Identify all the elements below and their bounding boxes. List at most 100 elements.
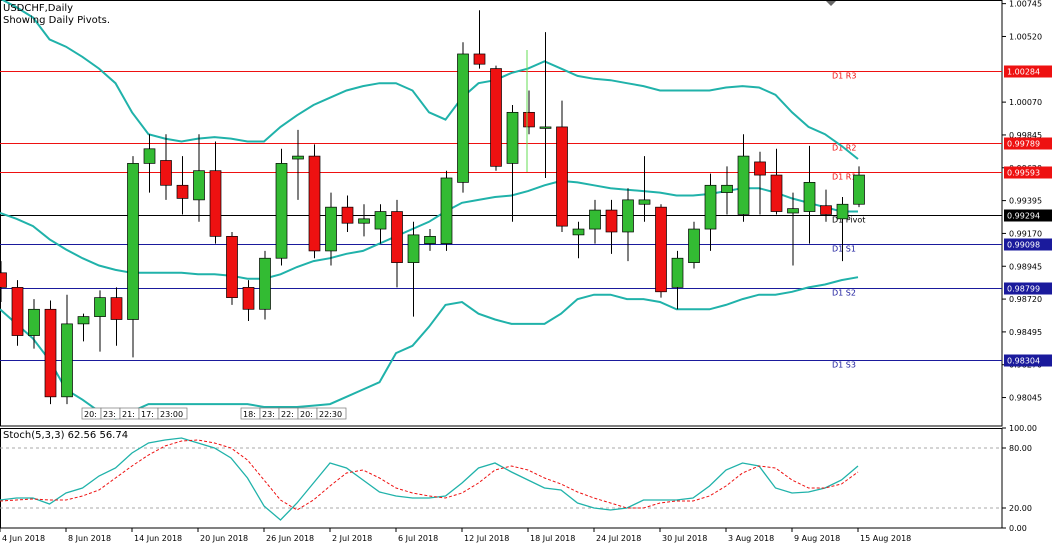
session-time-label: 20: xyxy=(84,410,97,419)
session-time-label-box xyxy=(157,407,188,420)
pivot-value-box xyxy=(1004,209,1052,222)
date-tick-label: 30 Jul 2018 xyxy=(662,534,707,543)
stoch-tick-label: 20.00 xyxy=(1009,504,1032,513)
candle-body xyxy=(127,163,139,320)
pivot-value-box xyxy=(1004,65,1052,78)
date-tick-label: 6 Jul 2018 xyxy=(398,534,438,543)
candle-body xyxy=(94,297,106,317)
pivot-line-label: D1 S1 xyxy=(832,245,856,254)
date-tick-label: 15 Aug 2018 xyxy=(860,534,911,543)
candle-body xyxy=(523,111,535,128)
candle-body xyxy=(374,211,387,230)
candle-body xyxy=(787,208,799,214)
candle-body xyxy=(721,184,733,193)
pivot-value-label: 0.98304 xyxy=(1007,357,1040,366)
candle-body xyxy=(11,287,24,336)
session-time-label: 17: xyxy=(141,410,154,419)
pivot-value-label: 1.00284 xyxy=(1007,68,1040,77)
session-time-label: 21: xyxy=(122,410,135,419)
date-tick-label: 20 Jun 2018 xyxy=(200,534,248,543)
symbol-timeframe-label: USDCHF,Daily xyxy=(3,3,74,14)
candle-body xyxy=(275,163,288,259)
session-time-label: 23: xyxy=(262,410,275,419)
candle-body xyxy=(292,155,304,160)
candle-body xyxy=(704,184,717,230)
candle-body xyxy=(77,316,90,325)
candle-body xyxy=(556,126,568,227)
candle-body xyxy=(242,287,255,310)
candle-body xyxy=(391,211,403,263)
date-tick-label: 12 Jul 2018 xyxy=(464,534,509,543)
pivot-value-label: 0.99593 xyxy=(1007,169,1040,178)
candle-body xyxy=(539,126,552,129)
price-tick-label: 1.00745 xyxy=(1009,0,1042,9)
candle-body xyxy=(308,155,321,252)
session-time-label: 22:30 xyxy=(319,410,342,419)
candle-body xyxy=(325,206,337,252)
candle-body xyxy=(754,161,766,176)
session-time-label: 23:00 xyxy=(160,410,183,419)
candle-body xyxy=(622,199,634,233)
candle-body xyxy=(61,323,73,398)
stoch-tick-label: 80.00 xyxy=(1009,444,1032,453)
stoch-signal-line xyxy=(0,439,859,511)
price-tick-label: 0.99395 xyxy=(1009,197,1042,206)
pivot-value-box xyxy=(1004,166,1052,179)
pivot-value-label: 0.99294 xyxy=(1007,212,1040,221)
upper-band-line xyxy=(0,0,859,160)
date-tick-label: 2 Jul 2018 xyxy=(332,534,372,543)
date-tick-label: 26 Jun 2018 xyxy=(266,534,314,543)
stochastic-label: Stoch(5,3,3) 62.56 56.74 xyxy=(3,430,129,441)
price-tick-label: 0.98045 xyxy=(1009,394,1042,403)
candle-body xyxy=(160,160,172,186)
candle-body xyxy=(407,234,420,263)
price-tick-label: 0.98720 xyxy=(1009,295,1042,304)
candle-body xyxy=(259,257,271,310)
session-time-label: 18: xyxy=(243,410,256,419)
pivot-value-label: 0.99789 xyxy=(1007,140,1040,149)
candle-body xyxy=(358,218,370,224)
session-time-label: 23: xyxy=(103,410,116,419)
candle-body xyxy=(209,170,222,237)
candle-body xyxy=(44,308,57,398)
pivot-line-label: D1 R3 xyxy=(832,72,856,81)
candle-body xyxy=(688,228,700,263)
date-tick-label: 3 Aug 2018 xyxy=(728,534,774,543)
pivot-line-label: D1 R1 xyxy=(832,173,856,182)
indicator-subtitle: Showing Daily Pivots. xyxy=(3,15,111,26)
candle-body xyxy=(110,297,123,320)
candle-body xyxy=(820,205,832,215)
stoch-main-line xyxy=(0,437,859,521)
candle-body xyxy=(737,155,750,215)
lower-band-line xyxy=(0,276,859,420)
date-tick-label: 9 Aug 2018 xyxy=(794,534,840,543)
candle-body xyxy=(572,228,585,236)
candle-body xyxy=(853,174,865,205)
pivot-value-label: 0.99098 xyxy=(1007,241,1040,250)
candle-body xyxy=(589,209,601,230)
date-tick-label: 8 Jun 2018 xyxy=(68,534,111,543)
candle-body xyxy=(176,184,189,199)
session-time-label: 22: xyxy=(281,410,294,419)
price-tick-label: 0.99170 xyxy=(1009,229,1042,238)
price-tick-label: 1.00520 xyxy=(1009,32,1042,41)
candle-body xyxy=(341,206,354,224)
price-tick-label: 0.98495 xyxy=(1009,328,1042,337)
session-time-label-box xyxy=(316,407,347,420)
date-tick-label: 18 Jul 2018 xyxy=(530,534,575,543)
candle-body xyxy=(803,182,816,212)
stoch-panel-frame xyxy=(0,428,1003,529)
pivot-value-box xyxy=(1004,282,1052,295)
candle-body xyxy=(28,308,40,336)
scroll-marker-icon xyxy=(826,1,836,6)
pivot-value-box xyxy=(1004,137,1052,150)
date-tick-label: 4 Jun 2018 xyxy=(2,534,45,543)
candle-body xyxy=(836,203,849,220)
candle-body xyxy=(671,257,684,288)
pivot-line-label: D1 S2 xyxy=(832,289,856,298)
candle-body xyxy=(226,235,238,298)
price-tick-label: 1.00070 xyxy=(1009,98,1042,107)
pivot-value-box xyxy=(1004,238,1052,251)
price-tick-label: 0.99845 xyxy=(1009,131,1042,140)
